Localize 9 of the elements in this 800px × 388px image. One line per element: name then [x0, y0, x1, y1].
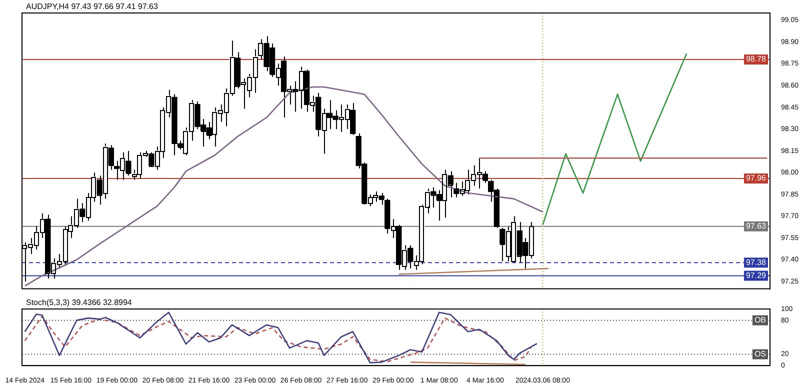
ref-line-label: 97.96 — [746, 174, 767, 183]
chart-title: AUDJPY,H4 97.43 97.66 97.41 97.63 — [26, 2, 158, 12]
ref-line-label: OS — [754, 349, 766, 358]
ref-line-label: 97.29 — [746, 270, 767, 280]
ref-line-label: 98.78 — [746, 54, 767, 64]
ref-line-label: OB — [754, 316, 766, 325]
ref-line-label: 97.38 — [746, 258, 767, 267]
chart-title: Stoch(5,3,3) 39.4366 32.8994 — [26, 298, 132, 308]
ref-line-label: 97.63 — [746, 222, 767, 231]
